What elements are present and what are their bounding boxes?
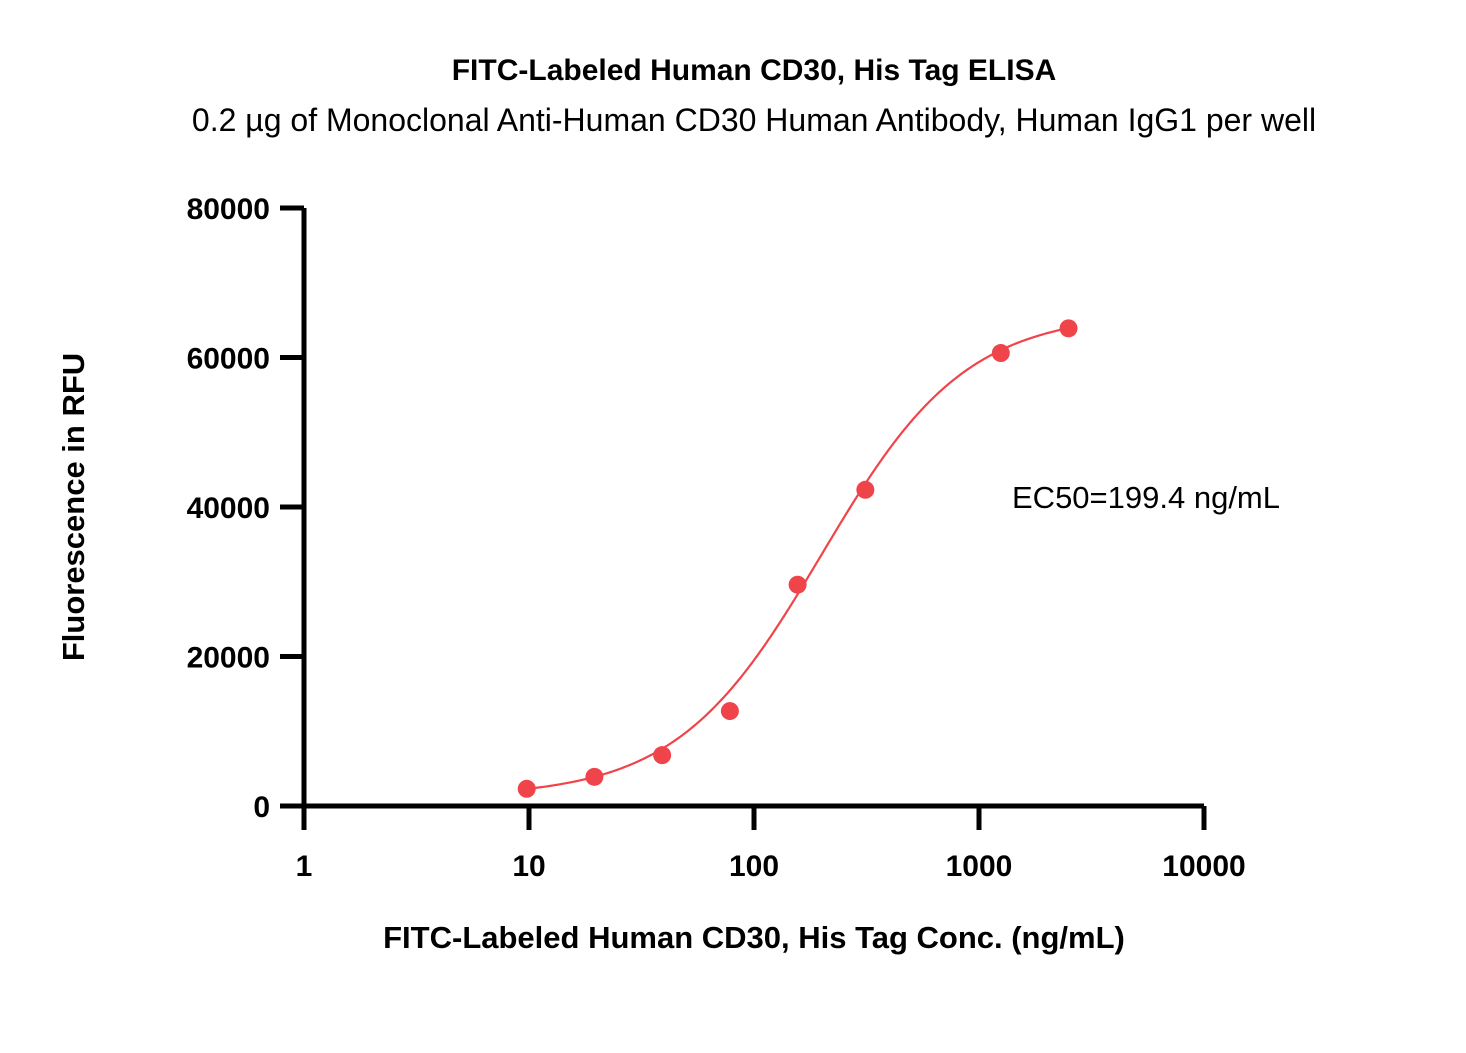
data-point bbox=[991, 344, 1010, 363]
x-tick-label: 10 bbox=[512, 850, 545, 883]
data-point bbox=[517, 779, 536, 798]
data-point bbox=[653, 746, 672, 765]
data-point bbox=[856, 480, 875, 499]
y-axis-label: Fluorescence in RFU bbox=[56, 353, 91, 661]
chart-title: FITC-Labeled Human CD30, His Tag ELISA bbox=[452, 54, 1057, 87]
data-point bbox=[585, 767, 604, 786]
data-point bbox=[788, 575, 807, 594]
x-tick-label: 10000 bbox=[1162, 850, 1245, 883]
x-axis-ticks: 1 10 100 1000 10000 bbox=[296, 806, 1246, 883]
x-tick-label: 100 bbox=[729, 850, 779, 883]
x-tick-label: 1 bbox=[296, 850, 313, 883]
fit-curve-group bbox=[526, 327, 1069, 791]
fit-curve bbox=[526, 327, 1069, 791]
chart-subtitle: 0.2 µg of Monoclonal Anti-Human CD30 Hum… bbox=[192, 102, 1316, 138]
x-axis-label: FITC-Labeled Human CD30, His Tag Conc. (… bbox=[383, 920, 1125, 955]
data-point bbox=[720, 702, 739, 721]
y-tick-label: 80000 bbox=[187, 193, 270, 226]
data-point bbox=[1059, 319, 1078, 338]
y-tick-label: 60000 bbox=[187, 343, 270, 376]
data-points bbox=[517, 319, 1078, 798]
y-tick-label: 40000 bbox=[187, 492, 270, 525]
ec50-annotation: EC50=199.4 ng/mL bbox=[1012, 480, 1280, 515]
axes bbox=[280, 208, 1204, 830]
x-tick-label: 1000 bbox=[946, 850, 1013, 883]
y-tick-label: 0 bbox=[253, 791, 270, 824]
y-tick-label: 20000 bbox=[187, 642, 270, 675]
y-axis-ticks: 0 20000 40000 60000 80000 bbox=[187, 193, 304, 824]
